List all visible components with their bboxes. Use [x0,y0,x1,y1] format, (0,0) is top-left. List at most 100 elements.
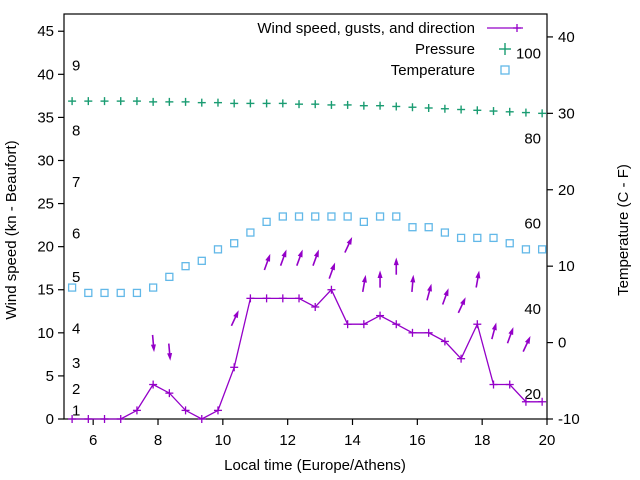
temperature-point [311,212,320,221]
beaufort-label: 3 [72,355,80,372]
barb-head [330,262,336,271]
y2-axis-title: Temperature (C - F) [615,164,632,296]
beaufort-label: 1 [72,402,80,419]
plot-frame [63,13,548,420]
wind-barb [475,270,481,288]
temperature-point [246,228,255,237]
temperature-point [148,283,158,292]
beaufort-label: 4 [72,321,80,338]
temperature-point [505,239,514,248]
wind-barb [491,322,497,340]
right-tick-label: 20 [558,182,575,199]
right-tick-label: 10 [558,258,575,275]
series-pressure [68,97,547,118]
barb-head [281,249,287,258]
barb-head [361,274,367,283]
barb-head [410,274,416,283]
wind-barb [457,297,466,314]
legend-marker [487,24,523,32]
left-tick-label: 20 [37,239,54,256]
series-temperature [67,212,547,298]
barb-head [508,327,514,336]
barb-head [524,336,531,344]
temperature-point [181,262,190,271]
temperature-point [132,288,142,298]
series-group [67,97,547,423]
temperature-point [456,233,466,243]
wind-direction-barbs [150,236,531,361]
fahrenheit-label: 80 [524,131,541,148]
wind-barb [296,249,303,266]
left-tick-label: 5 [46,368,54,385]
wind-barb [312,249,319,266]
beaufort-label: 2 [72,381,80,398]
x-tick-label: 6 [89,432,97,449]
left-axis-ticks: 0 5 10 15 20 25 30 35 40 45 [37,23,64,428]
wind-barb [263,253,271,271]
barb-head [443,288,449,297]
barb-head [167,352,173,361]
temperature-point [278,212,287,221]
x-tick-label: 10 [214,432,231,449]
legend-square [500,65,510,75]
wind-barb [167,343,173,361]
wind-barb [344,236,353,253]
temperature-point [327,212,336,221]
fahrenheit-label: 20 [524,386,541,403]
legend-label: Pressure [415,41,475,58]
right-tick-label: 40 [558,29,575,46]
fahrenheit-label: 60 [524,215,541,232]
temperature-point [424,223,433,232]
beaufort-label: 7 [72,174,80,191]
temperature-point [84,288,93,298]
temperature-point [521,245,531,254]
fahrenheit-inner-labels: 20 40 60 80 100 [516,46,541,403]
left-tick-label: 15 [37,282,54,299]
barb-head [265,253,271,262]
temperature-point [408,223,417,232]
legend: Wind speed, gusts, and direction Pressure… [257,20,523,79]
barb-head [313,249,319,258]
temperature-point [100,288,109,298]
right-tick-label: 30 [558,105,575,122]
beaufort-label: 9 [72,58,80,75]
x-tick-label: 8 [154,432,162,449]
barb-head [460,297,466,306]
right-axis-ticks: -10 0 10 20 30 40 [547,29,580,428]
temperature-point [489,233,498,243]
temperature-point [67,283,77,292]
beaufort-label: 5 [72,269,80,286]
legend-plus [499,43,511,55]
x-tick-label: 12 [279,432,296,449]
barb-head [346,236,353,245]
wind-speed-line [72,288,543,420]
wind-barb [279,249,287,266]
temperature-point [262,217,271,226]
x-axis-ticks: 6 8 10 12 14 16 18 20 [89,419,555,449]
temperature-point [294,212,304,221]
wind-barb [410,274,416,292]
plot-border [63,13,548,420]
right-tick-label: -10 [558,411,580,428]
left-tick-label: 10 [37,325,54,342]
beaufort-label: 8 [72,122,80,139]
legend-marker [499,43,511,55]
y-axis-title: Wind speed (kn - Beaufort) [3,140,20,319]
wind-barb [328,262,336,279]
beaufort-label: 6 [72,226,80,243]
temperature-point [375,212,385,221]
barb-head [427,283,432,292]
x-tick-label: 14 [344,432,361,449]
temperature-point [197,256,206,265]
x-tick-label: 16 [409,432,426,449]
wind-barb [361,274,367,292]
x-tick-label: 20 [539,432,556,449]
wind-barb [377,270,383,288]
barb-head [377,270,383,278]
wind-barb [506,327,514,344]
wind-barb [393,257,399,275]
temperature-point [359,217,368,226]
wind-barb [426,283,432,301]
barb-head [475,270,481,279]
